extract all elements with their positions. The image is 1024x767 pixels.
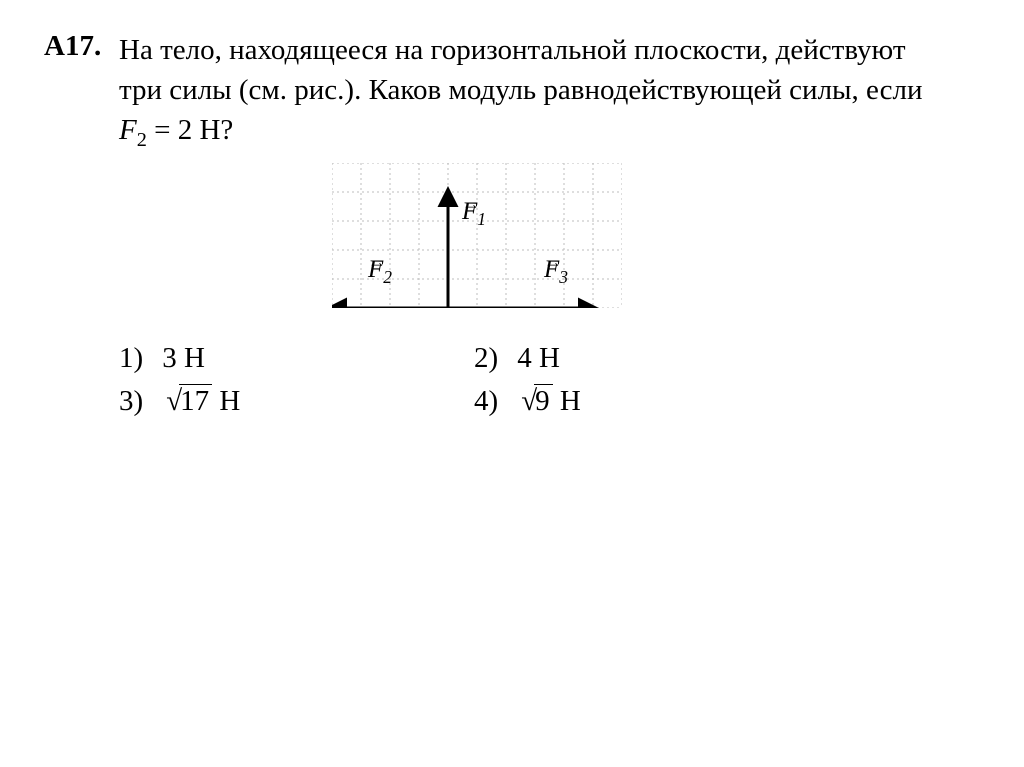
option-2: 2) 4 Н (474, 342, 829, 375)
option-3-unit: Н (212, 385, 240, 417)
option-3-sqrt: √17 (162, 385, 212, 418)
option-3-number: 3) (119, 385, 155, 418)
problem-statement: На тело, находящееся на горизонтальной п… (119, 30, 989, 160)
option-4-number: 4) (474, 385, 510, 418)
vector-label-f1: → F1 (462, 198, 486, 230)
options-row-2: 3) √17 Н 4) √9 Н (119, 385, 989, 418)
option-2-value: 4 Н (517, 342, 560, 374)
option-4-sqrt: √9 (517, 385, 552, 418)
vector-label-f3: → F3 (544, 256, 568, 288)
problem-line-2: три силы (см. рис.). Каков модуль равнод… (119, 74, 923, 106)
option-4-unit: Н (553, 385, 581, 417)
option-1: 1) 3 Н (119, 342, 474, 375)
given-variable: F (119, 114, 137, 146)
answer-options: 1) 3 Н 2) 4 Н 3) √17 Н 4) √9 Н (119, 342, 989, 428)
option-3: 3) √17 Н (119, 385, 474, 418)
problem-line-1: На тело, находящееся на горизонтальной п… (119, 34, 906, 66)
option-4: 4) √9 Н (474, 385, 829, 418)
force-diagram: → F1 → F2 → F3 (332, 163, 622, 308)
vector-label-f2: → F2 (368, 256, 392, 288)
physics-problem-page: А17. На тело, находящееся на горизонталь… (0, 0, 1024, 767)
given-value: = 2 Н? (147, 114, 233, 146)
option-1-number: 1) (119, 342, 155, 375)
option-2-number: 2) (474, 342, 510, 375)
option-1-value: 3 Н (162, 342, 205, 374)
problem-number: А17. (44, 30, 101, 63)
options-row-1: 1) 3 Н 2) 4 Н (119, 342, 989, 375)
given-subscript: 2 (137, 129, 147, 151)
